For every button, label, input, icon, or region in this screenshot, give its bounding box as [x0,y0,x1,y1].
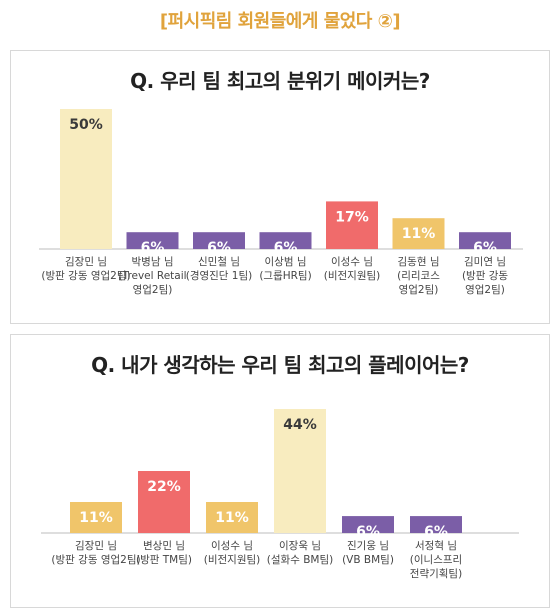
data-label: 6% [141,240,165,256]
chart-title: Q. 내가 생각하는 우리 팀 최고의 플레이어는? [91,353,469,377]
bar [392,218,445,249]
x-tick-label: (비전지원팀) [204,554,261,566]
x-tick-label: (방판 강동 [462,270,508,282]
bar [410,516,462,533]
data-label: 11% [215,510,249,526]
bar [126,232,179,249]
bar [138,471,190,533]
bar [193,232,245,249]
x-tick-label: 김미연 님 [464,256,506,268]
x-tick-label: (비전지원팀) [324,270,381,282]
x-tick-label: 이장욱 님 [279,540,321,552]
x-tick-label: 이상범 님 [265,256,307,268]
data-label: 44% [283,417,317,433]
x-tick-label: 이성수 님 [211,540,253,552]
data-label: 11% [402,226,436,242]
x-tick-label: 서정혁 님 [415,540,457,552]
data-label: 6% [274,240,298,256]
data-label: 22% [147,479,181,495]
bar-chart-best-player: 11% 김장민 님(방판 강동 영업2팀) 22% 변상민 님 (방판 TM팀) 11% 이… [41,409,519,580]
bar [326,201,378,249]
data-label: 6% [424,524,448,540]
bar [259,232,312,249]
x-tick-label: 전략기획팀) [410,568,462,580]
bar [342,516,394,533]
data-label: 6% [473,240,497,256]
x-tick-label: (VB BM팀) [342,554,394,566]
x-tick-label: 김장민 님 [75,540,117,552]
x-tick-label: 이성수 님 [331,256,373,268]
x-tick-label: 김동현 님 [398,256,440,268]
bar [206,502,258,533]
x-tick-label: (이니스프리 [410,554,462,566]
page-header: [퍼시픽림 회원들에게 물었다 ②] [159,11,401,32]
data-label: 11% [79,510,113,526]
bar-chart-mood-maker: 50%김장민 님(방판 강동 영업2팀)6%박병남 님(Trevel Retai… [39,109,523,296]
x-tick-label: (방판 강동 영업2팀) [51,553,140,566]
data-label: 6% [207,240,231,256]
x-tick-label: (Trevel Retail [118,270,186,282]
x-tick-label: (리리코스 [397,270,440,282]
chart-panel-mood-maker: Q. 우리 팀 최고의 분위기 메이커는? 50% 김장민 님 (방판 강동 영업2… [10,50,550,324]
x-tick-label: 영업2팀) [133,283,173,296]
x-tick-label: 영업2팀) [465,283,505,296]
bar [274,409,326,533]
chart-title: Q. 우리 팀 최고의 분위기 메이커는? [130,69,430,93]
bar [459,232,511,249]
x-tick-label: 박병남 님 [132,256,174,268]
data-label: 17% [335,209,369,225]
x-tick-label: (방판 강동 영업2팀) [41,269,130,282]
x-tick-label: (방판 TM팀) [136,554,192,566]
x-tick-label: 진기웅 님 [347,540,389,552]
x-tick-label: 김장민 님 [65,256,107,268]
bar [70,502,122,533]
x-tick-label: (그룹HR팀) [259,270,311,282]
x-tick-label: 신민철 님 [198,256,240,268]
x-tick-label: (설화수 BM팀) [267,554,333,566]
x-tick-label: (경영진단 1팀) [186,269,253,282]
bar [60,109,112,249]
x-tick-label: 영업2팀) [399,283,439,296]
data-label: 50% [69,117,103,133]
chart-panel-best-player: Q. 내가 생각하는 우리 팀 최고의 플레이어는? 11% 김장민 님 (방판 강… [10,334,550,608]
x-tick-label: 변상민 님 [143,540,185,552]
data-label: 6% [356,524,380,540]
